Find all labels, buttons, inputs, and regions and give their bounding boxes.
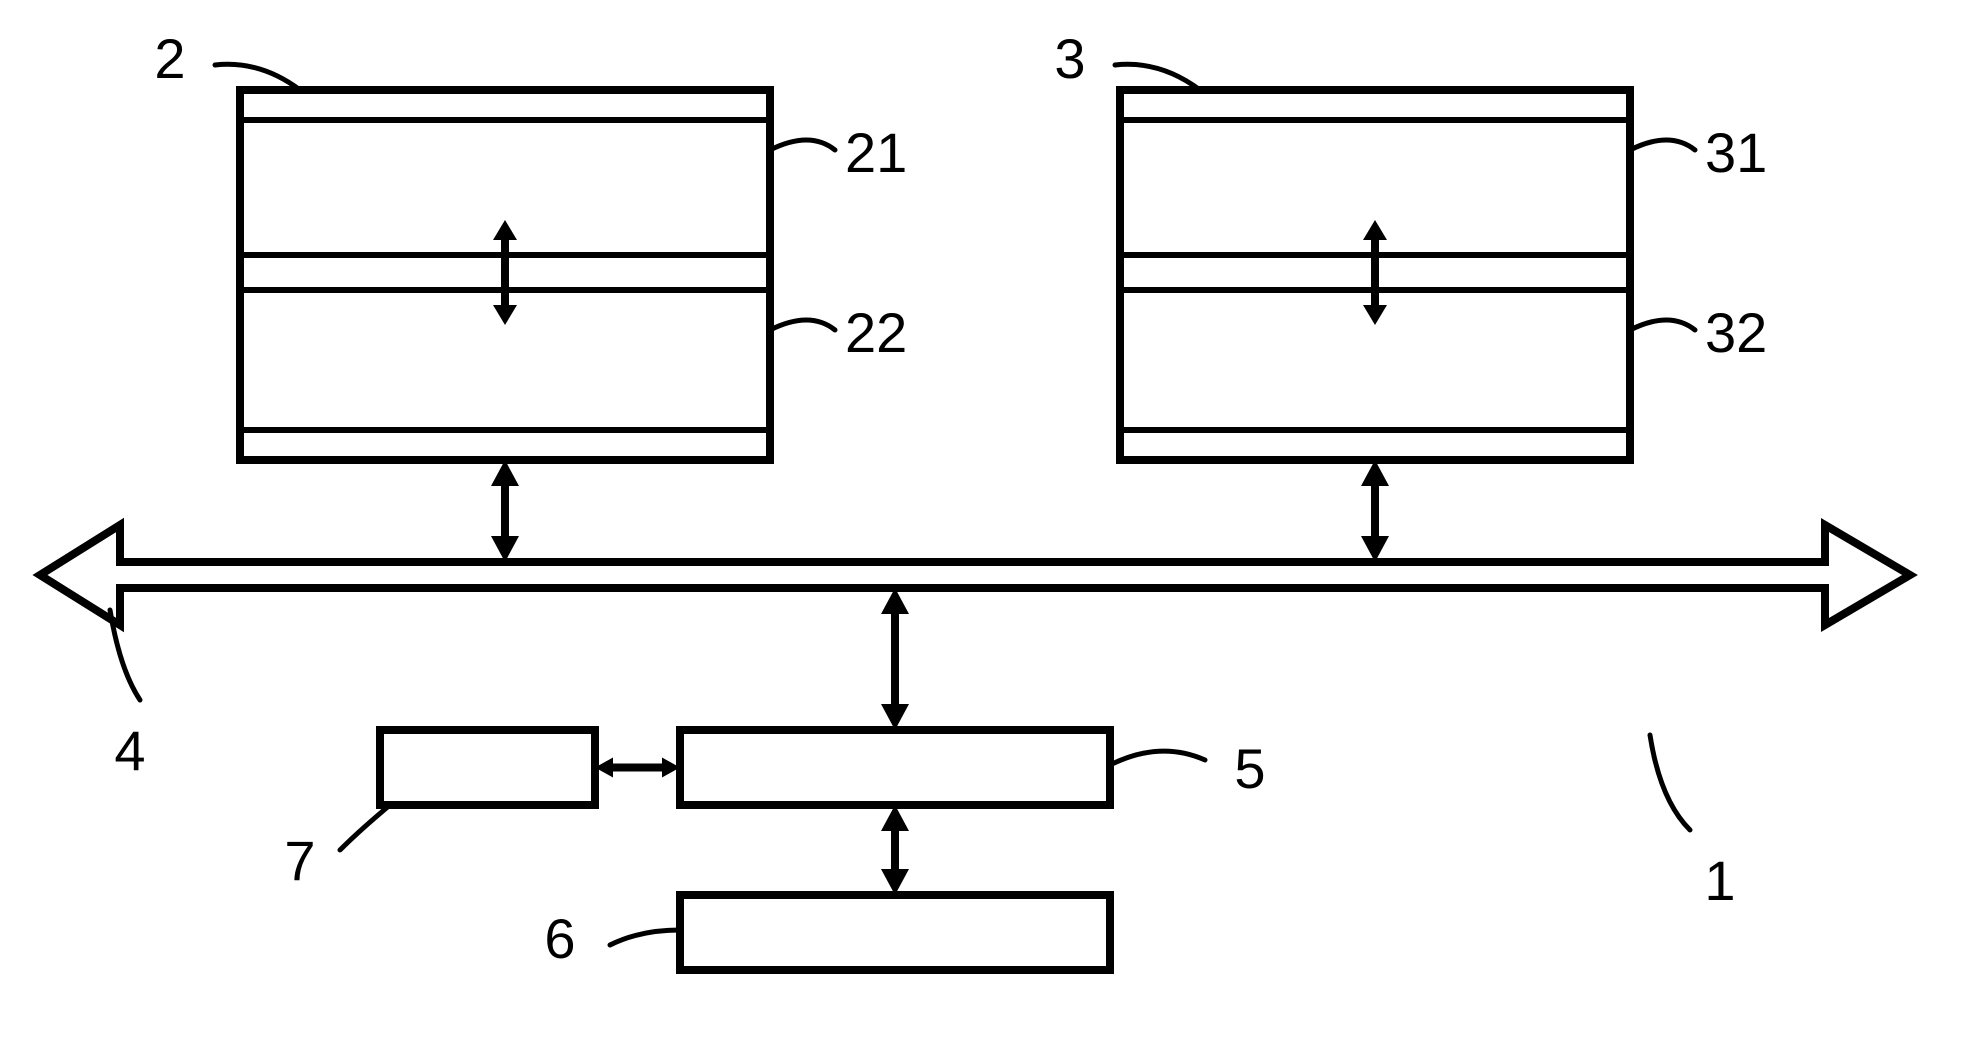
label-4: 4 bbox=[114, 719, 145, 782]
leader-31 bbox=[1630, 140, 1695, 150]
leader-6 bbox=[610, 930, 680, 945]
block-6 bbox=[680, 895, 1110, 970]
label-31: 31 bbox=[1705, 121, 1767, 184]
label-3: 3 bbox=[1054, 27, 1085, 90]
label-32: 32 bbox=[1705, 301, 1767, 364]
diagram-canvas: 2 21 22 3 31 32 4 5 6 7 1 bbox=[0, 0, 1984, 1039]
leader-7 bbox=[340, 805, 390, 850]
label-1: 1 bbox=[1704, 849, 1735, 912]
leader-21 bbox=[770, 140, 835, 150]
block-5 bbox=[680, 730, 1110, 805]
label-5: 5 bbox=[1234, 737, 1265, 800]
label-22: 22 bbox=[845, 301, 907, 364]
label-6: 6 bbox=[544, 907, 575, 970]
bus-arrow bbox=[40, 525, 1910, 625]
leader-4 bbox=[110, 610, 140, 700]
leader-32 bbox=[1630, 320, 1695, 330]
leader-22 bbox=[770, 320, 835, 330]
leader-1 bbox=[1650, 735, 1690, 830]
label-2: 2 bbox=[154, 27, 185, 90]
label-7: 7 bbox=[284, 829, 315, 892]
leader-5 bbox=[1110, 751, 1205, 765]
label-21: 21 bbox=[845, 121, 907, 184]
block-7 bbox=[380, 730, 595, 805]
